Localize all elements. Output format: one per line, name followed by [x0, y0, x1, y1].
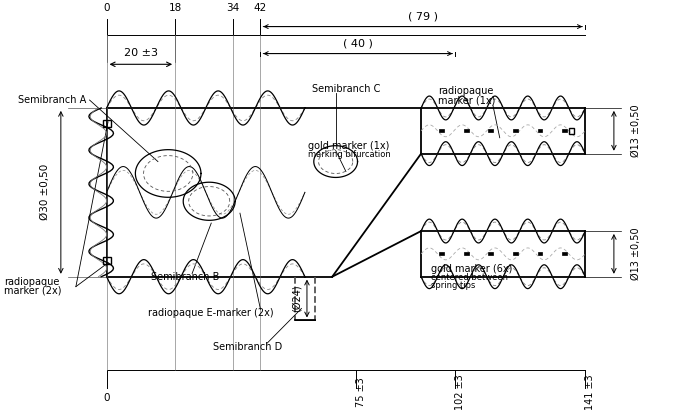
Text: ( 79 ): ( 79 ): [408, 12, 438, 21]
Text: Semibranch A: Semibranch A: [18, 95, 86, 105]
Bar: [513, 253, 518, 255]
Text: Ø13 ±0,50: Ø13 ±0,50: [632, 227, 641, 280]
Text: Semibranch C: Semibranch C: [312, 84, 380, 94]
Text: 75 ±3: 75 ±3: [356, 377, 366, 407]
Bar: [488, 253, 493, 255]
Text: 18: 18: [169, 3, 182, 13]
Text: radiopaque: radiopaque: [4, 276, 60, 287]
Text: marker (2x): marker (2x): [4, 286, 62, 296]
Bar: [103, 257, 111, 265]
Text: marker (1x): marker (1x): [438, 95, 495, 105]
Text: marking bifurcation: marking bifurcation: [308, 150, 391, 159]
Text: (Ø24): (Ø24): [292, 285, 301, 312]
Text: gold marker (6x): gold marker (6x): [432, 264, 513, 274]
Bar: [538, 253, 543, 255]
Text: spring tips: spring tips: [432, 281, 476, 290]
Bar: [538, 129, 543, 132]
Bar: [488, 129, 493, 132]
Bar: [562, 129, 567, 132]
Bar: [562, 253, 567, 255]
Text: 141 ±3: 141 ±3: [585, 374, 595, 410]
Bar: [464, 129, 469, 132]
Text: radiopaque E-marker (2x): radiopaque E-marker (2x): [148, 308, 273, 318]
Bar: [439, 253, 444, 255]
Text: 0: 0: [103, 3, 110, 13]
Text: 102 ±3: 102 ±3: [456, 374, 465, 410]
Text: Ø13 ±0,50: Ø13 ±0,50: [632, 105, 641, 157]
Bar: [103, 120, 111, 127]
Bar: [439, 129, 444, 132]
Text: 20 ±3: 20 ±3: [124, 47, 158, 58]
Bar: [569, 128, 574, 134]
Bar: [464, 253, 469, 255]
Text: Ø30 ±0,50: Ø30 ±0,50: [40, 164, 50, 220]
Text: 0: 0: [103, 393, 110, 403]
Text: centered between: centered between: [432, 273, 508, 282]
Bar: [513, 129, 518, 132]
Text: ( 40 ): ( 40 ): [343, 38, 373, 49]
Text: 34: 34: [227, 3, 240, 13]
Text: Semibranch B: Semibranch B: [151, 272, 219, 283]
Text: radiopaque: radiopaque: [438, 86, 494, 96]
Text: Semibranch D: Semibranch D: [212, 342, 282, 352]
Text: gold marker (1x): gold marker (1x): [308, 140, 390, 151]
Text: 42: 42: [254, 3, 267, 13]
